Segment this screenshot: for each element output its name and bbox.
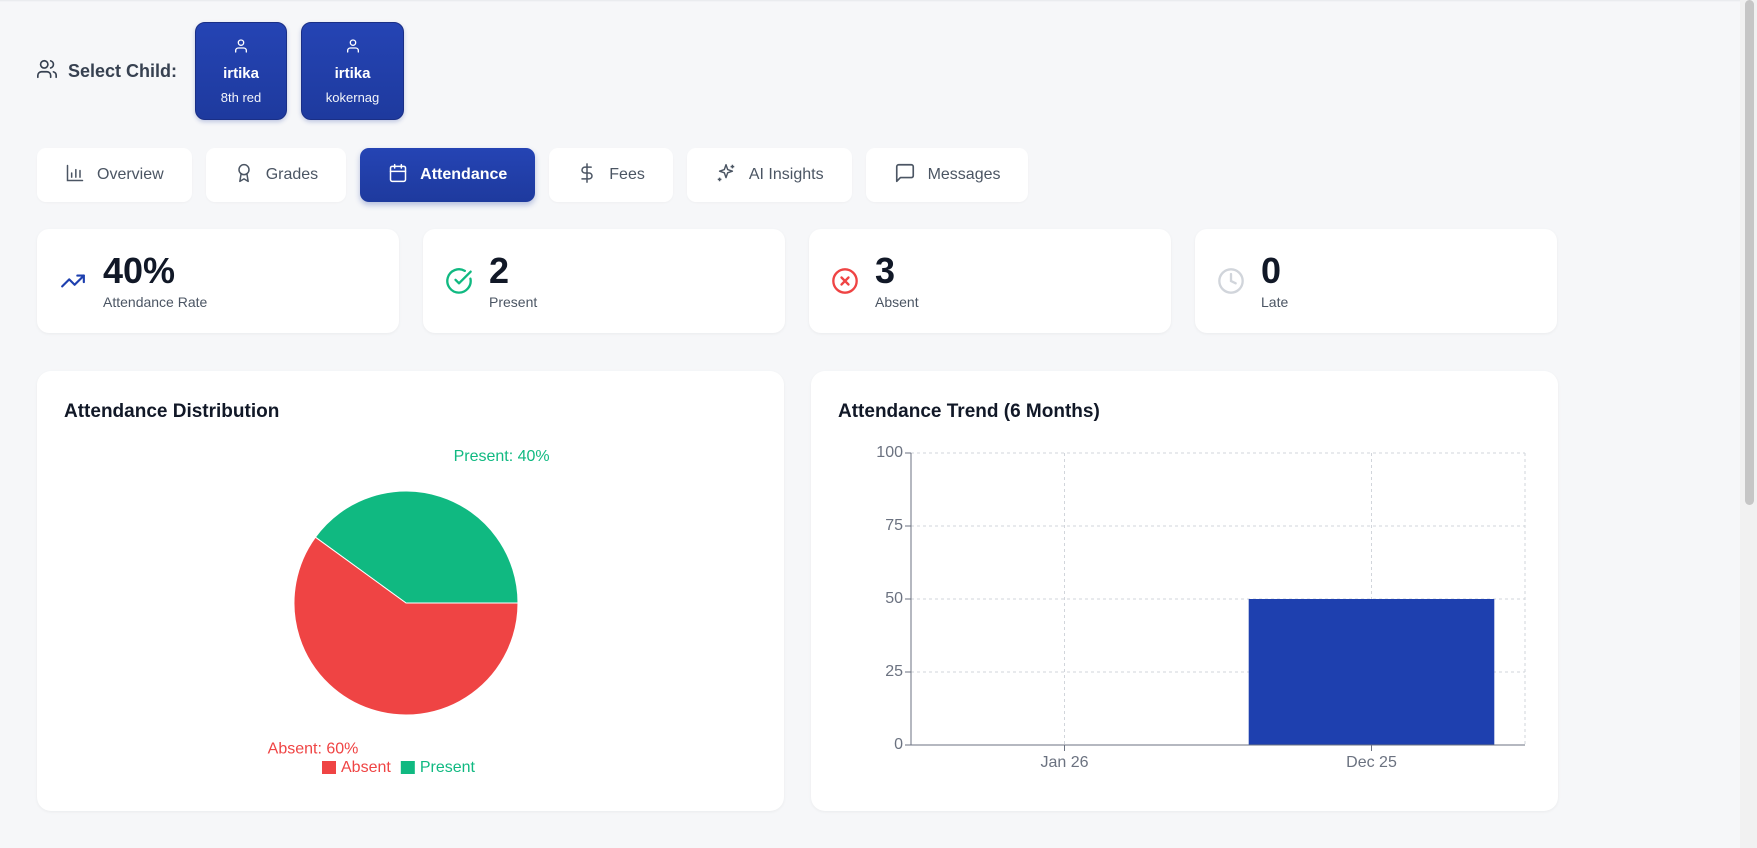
x-tick-label: Jan 26 xyxy=(1040,754,1088,771)
tab-fees[interactable]: Fees xyxy=(549,148,673,202)
users-icon xyxy=(36,58,58,85)
pie-slice-present[interactable] xyxy=(314,490,519,604)
tab-label: Messages xyxy=(927,166,1001,183)
bar-dec-25[interactable] xyxy=(1248,599,1495,745)
y-tick-label: 100 xyxy=(876,444,903,461)
calendar-icon xyxy=(388,163,408,188)
legend-swatch-present xyxy=(400,761,415,774)
tab-label: Overview xyxy=(97,166,164,183)
legend-label-present: Present xyxy=(420,759,476,776)
y-tick-label: 25 xyxy=(885,663,903,680)
stats-row: 40% Attendance Rate 2 Present 3 Absent 0… xyxy=(37,229,1557,333)
panel-title: Attendance Distribution xyxy=(64,401,280,422)
child-selector-label-wrap: Select Child: xyxy=(36,58,177,85)
legend-label-absent: Absent xyxy=(341,759,391,776)
dollar-icon xyxy=(577,162,597,188)
attendance-distribution-panel: Attendance Distribution Present: 40% Abse… xyxy=(37,371,784,811)
tab-label: Fees xyxy=(609,166,645,183)
tab-label: Grades xyxy=(265,166,319,183)
check-circle-icon xyxy=(445,267,473,295)
child-selector: Select Child: irtika 8th red irtika koke… xyxy=(36,22,418,120)
y-tick-label: 75 xyxy=(885,517,903,534)
attendance-trend-panel: Attendance Trend (6 Months) 0 25 50 75 100 Ja… xyxy=(811,371,1558,811)
top-edge xyxy=(0,0,1740,2)
scrollbar-thumb[interactable] xyxy=(1745,0,1754,505)
scrollbar[interactable] xyxy=(1740,0,1757,848)
bar-chart: 0 25 50 75 100 Jan 26 Dec 25 xyxy=(876,444,1526,771)
pie-chart: Present: 40% Absent: 60%Absent Present xyxy=(268,448,550,776)
user-icon xyxy=(345,38,361,59)
select-child-label: Select Child: xyxy=(68,60,178,81)
stat-card-present: 2 Present xyxy=(423,229,785,333)
child-class: kokernag xyxy=(325,89,380,105)
child-card-1[interactable]: irtika 8th red xyxy=(195,22,288,120)
stat-label: Late xyxy=(1261,294,1289,310)
tab-overview[interactable]: Overview xyxy=(37,148,192,202)
stat-card-absent: 3 Absent xyxy=(809,229,1171,333)
pie-label-present: Present: 40% xyxy=(454,448,550,465)
panel-title: Attendance Trend (6 Months) xyxy=(838,401,1100,422)
stat-value: 3 xyxy=(875,250,896,291)
stat-label: Present xyxy=(489,294,538,310)
y-tick-label: 0 xyxy=(894,736,903,753)
tab-bar: Overview Grades Attendance Fees AI Insig… xyxy=(37,148,1029,202)
y-tick-label: 50 xyxy=(885,590,903,607)
award-icon xyxy=(234,163,254,188)
user-icon xyxy=(233,38,249,59)
sparkles-icon xyxy=(715,162,737,189)
tab-grades[interactable]: Grades xyxy=(205,148,347,202)
tab-label: Attendance xyxy=(420,166,508,183)
message-icon xyxy=(894,162,916,189)
stat-card-attendance-rate: 40% Attendance Rate xyxy=(37,229,399,333)
pie-label-absent: Absent: 60% xyxy=(268,741,359,758)
trending-up-icon xyxy=(59,267,87,295)
child-card-2[interactable]: irtika kokernag xyxy=(301,22,405,120)
x-circle-icon xyxy=(831,267,859,295)
clock-icon xyxy=(1217,267,1245,295)
x-tick-label: Dec 25 xyxy=(1346,754,1397,771)
stat-value: 2 xyxy=(489,250,510,291)
stat-value: 0 xyxy=(1261,250,1282,291)
tab-attendance[interactable]: Attendance xyxy=(360,148,536,202)
stat-label: Attendance Rate xyxy=(103,294,208,310)
stat-value: 40% xyxy=(103,250,176,291)
child-name: irtika xyxy=(334,64,371,82)
tab-messages[interactable]: Messages xyxy=(865,148,1029,202)
bar-chart-icon xyxy=(65,163,85,188)
stat-card-late: 0 Late xyxy=(1195,229,1557,333)
child-name: irtika xyxy=(223,64,259,82)
child-class: 8th red xyxy=(220,89,262,105)
tab-ai-insights[interactable]: AI Insights xyxy=(686,148,852,202)
tab-label: AI Insights xyxy=(748,166,824,183)
stat-label: Absent xyxy=(875,294,919,310)
pie-slice-absent[interactable] xyxy=(293,536,519,716)
legend-swatch-absent xyxy=(322,761,336,774)
